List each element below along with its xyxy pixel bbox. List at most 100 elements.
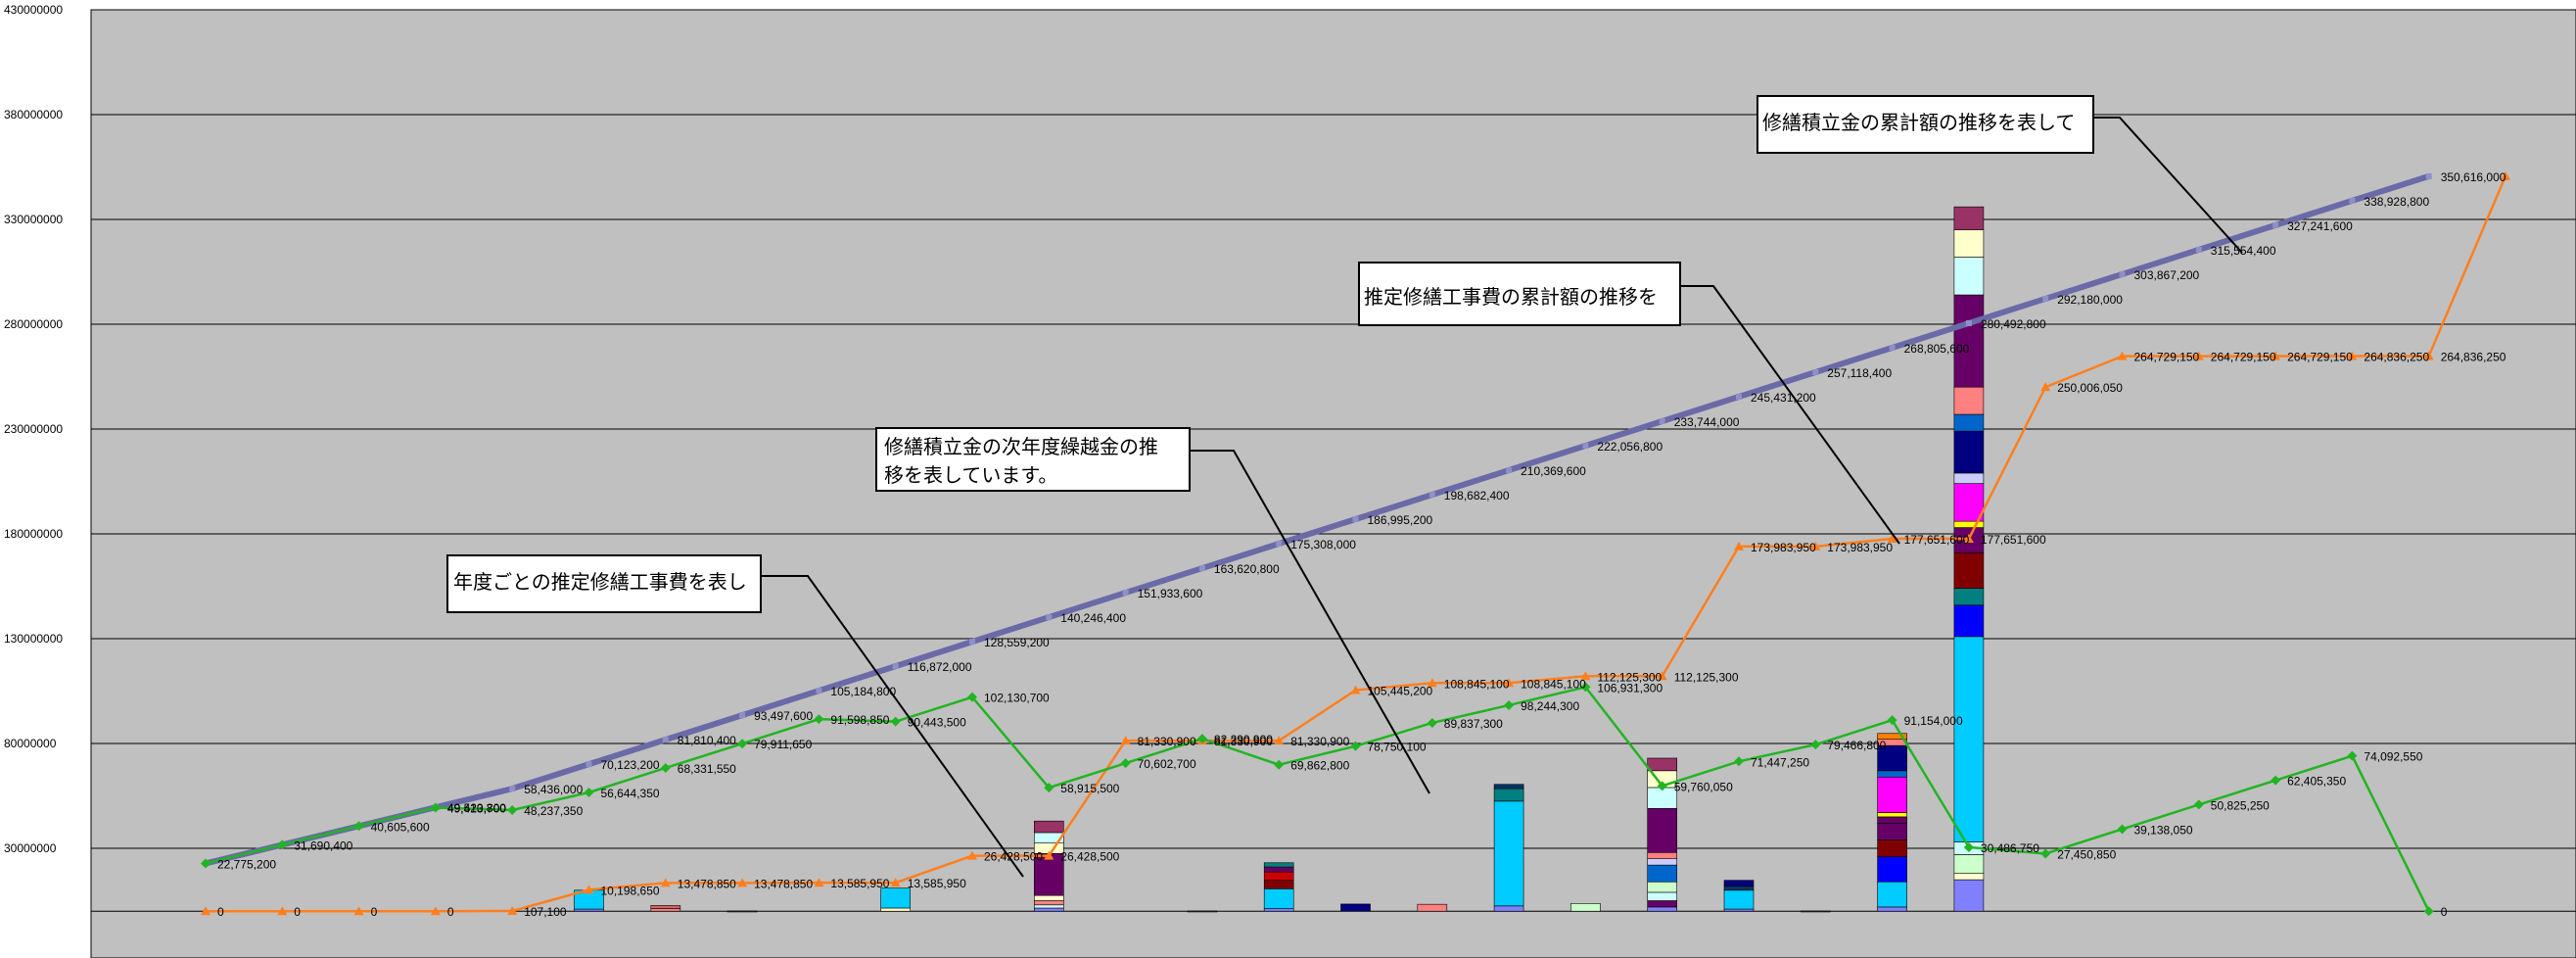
data-label-carry: 49,413,700 — [447, 801, 506, 815]
data-label-fund: 315,554,400 — [2211, 244, 2276, 258]
bar-segment — [880, 907, 912, 912]
point-fund — [2272, 221, 2279, 228]
point-carry — [1120, 758, 1131, 769]
data-label-fund: 128,559,200 — [984, 636, 1050, 649]
point-carry — [584, 787, 594, 797]
point-cost — [660, 878, 671, 887]
bar-segment — [1953, 472, 1985, 484]
data-label-cost: 26,428,500 — [984, 850, 1043, 864]
point-carry — [1196, 734, 1207, 744]
point-fund — [585, 761, 592, 768]
point-cost — [2347, 351, 2358, 360]
point-cost — [967, 850, 977, 860]
bar-segment — [574, 908, 604, 912]
data-label-carry: 62,405,350 — [2287, 775, 2346, 789]
bar-segment — [1263, 880, 1294, 889]
bar-segment — [1263, 866, 1294, 873]
bar-segment — [1647, 864, 1677, 883]
data-label-cost: 13,585,950 — [830, 877, 889, 890]
point-carry — [353, 821, 364, 832]
point-carry — [814, 714, 824, 725]
data-label-carry: 74,092,550 — [2364, 750, 2422, 764]
point-cost — [2501, 170, 2510, 180]
gridlines — [91, 9, 2576, 912]
point-fund — [2349, 197, 2356, 204]
y-tick-label: 180000000 — [4, 527, 63, 541]
annotation-1-text: 修繕積立金の累計額の推移を表して — [1762, 111, 2075, 134]
data-label-fund: 268,805,600 — [1904, 342, 1970, 356]
point-cost — [507, 905, 518, 915]
bar-segment — [1647, 808, 1677, 853]
point-carry — [1657, 781, 1667, 791]
point-carry — [660, 762, 671, 773]
bar-segment — [1263, 862, 1294, 868]
bar-segment — [1034, 820, 1064, 834]
bar-segment — [1953, 604, 1985, 638]
bar-segment — [1187, 910, 1218, 913]
point-cost — [2423, 351, 2434, 360]
point-carry — [1427, 717, 1437, 728]
point-carry — [890, 716, 901, 727]
data-label-carry: 106,931,300 — [1597, 681, 1663, 695]
data-label-carry: 102,130,700 — [984, 692, 1050, 705]
bar-segment — [1723, 886, 1755, 891]
point-carry — [1810, 740, 1821, 750]
data-label-cost: 0 — [217, 905, 224, 919]
point-cost — [277, 906, 288, 916]
bar-segment — [1953, 229, 1985, 258]
data-label-fund: 257,118,400 — [1827, 366, 1892, 380]
data-label-cost: 264,836,250 — [2441, 350, 2506, 363]
data-label-carry: 58,915,500 — [1060, 782, 1119, 795]
bar-segment — [1034, 904, 1064, 909]
point-carry — [277, 839, 288, 850]
data-label-fund: 327,241,600 — [2287, 219, 2353, 233]
bar-segment — [1034, 907, 1064, 912]
bars — [574, 206, 1985, 913]
data-label-cost: 173,983,950 — [1751, 541, 1816, 554]
data-label-carry: 69,862,800 — [1290, 759, 1349, 773]
data-label-cost: 0 — [371, 905, 378, 919]
data-label-cost: 250,006,050 — [2057, 381, 2123, 395]
plot-area — [90, 9, 2576, 958]
bar-segment — [1953, 483, 1985, 522]
bar-segment — [1647, 906, 1677, 912]
data-label-fund: 222,056,800 — [1597, 440, 1663, 454]
bar-segment — [1877, 856, 1907, 883]
bar-segment — [1647, 900, 1677, 908]
data-label-cost: 108,845,100 — [1521, 677, 1586, 691]
point-fund — [1889, 344, 1896, 351]
data-label-fund: 22,775,200 — [217, 857, 276, 871]
data-label-carry: 68,331,550 — [678, 762, 736, 776]
bar-segment — [726, 910, 758, 913]
point-fund — [739, 712, 746, 719]
data-label-carry: 98,244,300 — [1521, 699, 1579, 713]
point-fund — [1429, 492, 1435, 499]
data-label-cost: 0 — [447, 905, 454, 919]
data-label-fund: 210,369,600 — [1521, 464, 1586, 478]
data-label-carry: 56,644,350 — [601, 787, 660, 800]
point-cost — [814, 878, 824, 887]
data-label-cost: 26,428,500 — [1060, 850, 1119, 864]
data-label-fund: 186,995,200 — [1368, 513, 1433, 527]
data-label-cost: 13,585,950 — [908, 877, 966, 890]
point-cost — [2117, 351, 2128, 360]
data-label-fund: 31,690,400 — [294, 838, 352, 852]
data-label-fund: 338,928,800 — [2364, 195, 2429, 209]
point-fund — [1046, 614, 1053, 621]
point-cost — [1810, 541, 1821, 551]
bar-segment — [650, 908, 681, 912]
bar-segment — [1877, 770, 1907, 778]
point-cost — [890, 878, 901, 887]
bar-segment — [1723, 880, 1755, 886]
point-carry — [2040, 848, 2051, 859]
data-label-cost: 264,729,150 — [2134, 351, 2200, 364]
data-label-cost: 105,445,200 — [1368, 685, 1433, 698]
data-label-cost: 173,983,950 — [1827, 541, 1893, 554]
point-fund — [1276, 541, 1283, 548]
point-fund — [892, 663, 899, 670]
point-carry — [430, 802, 441, 813]
bar-segment — [1953, 386, 1985, 415]
point-fund — [509, 786, 516, 792]
bar-segment — [1034, 894, 1064, 901]
